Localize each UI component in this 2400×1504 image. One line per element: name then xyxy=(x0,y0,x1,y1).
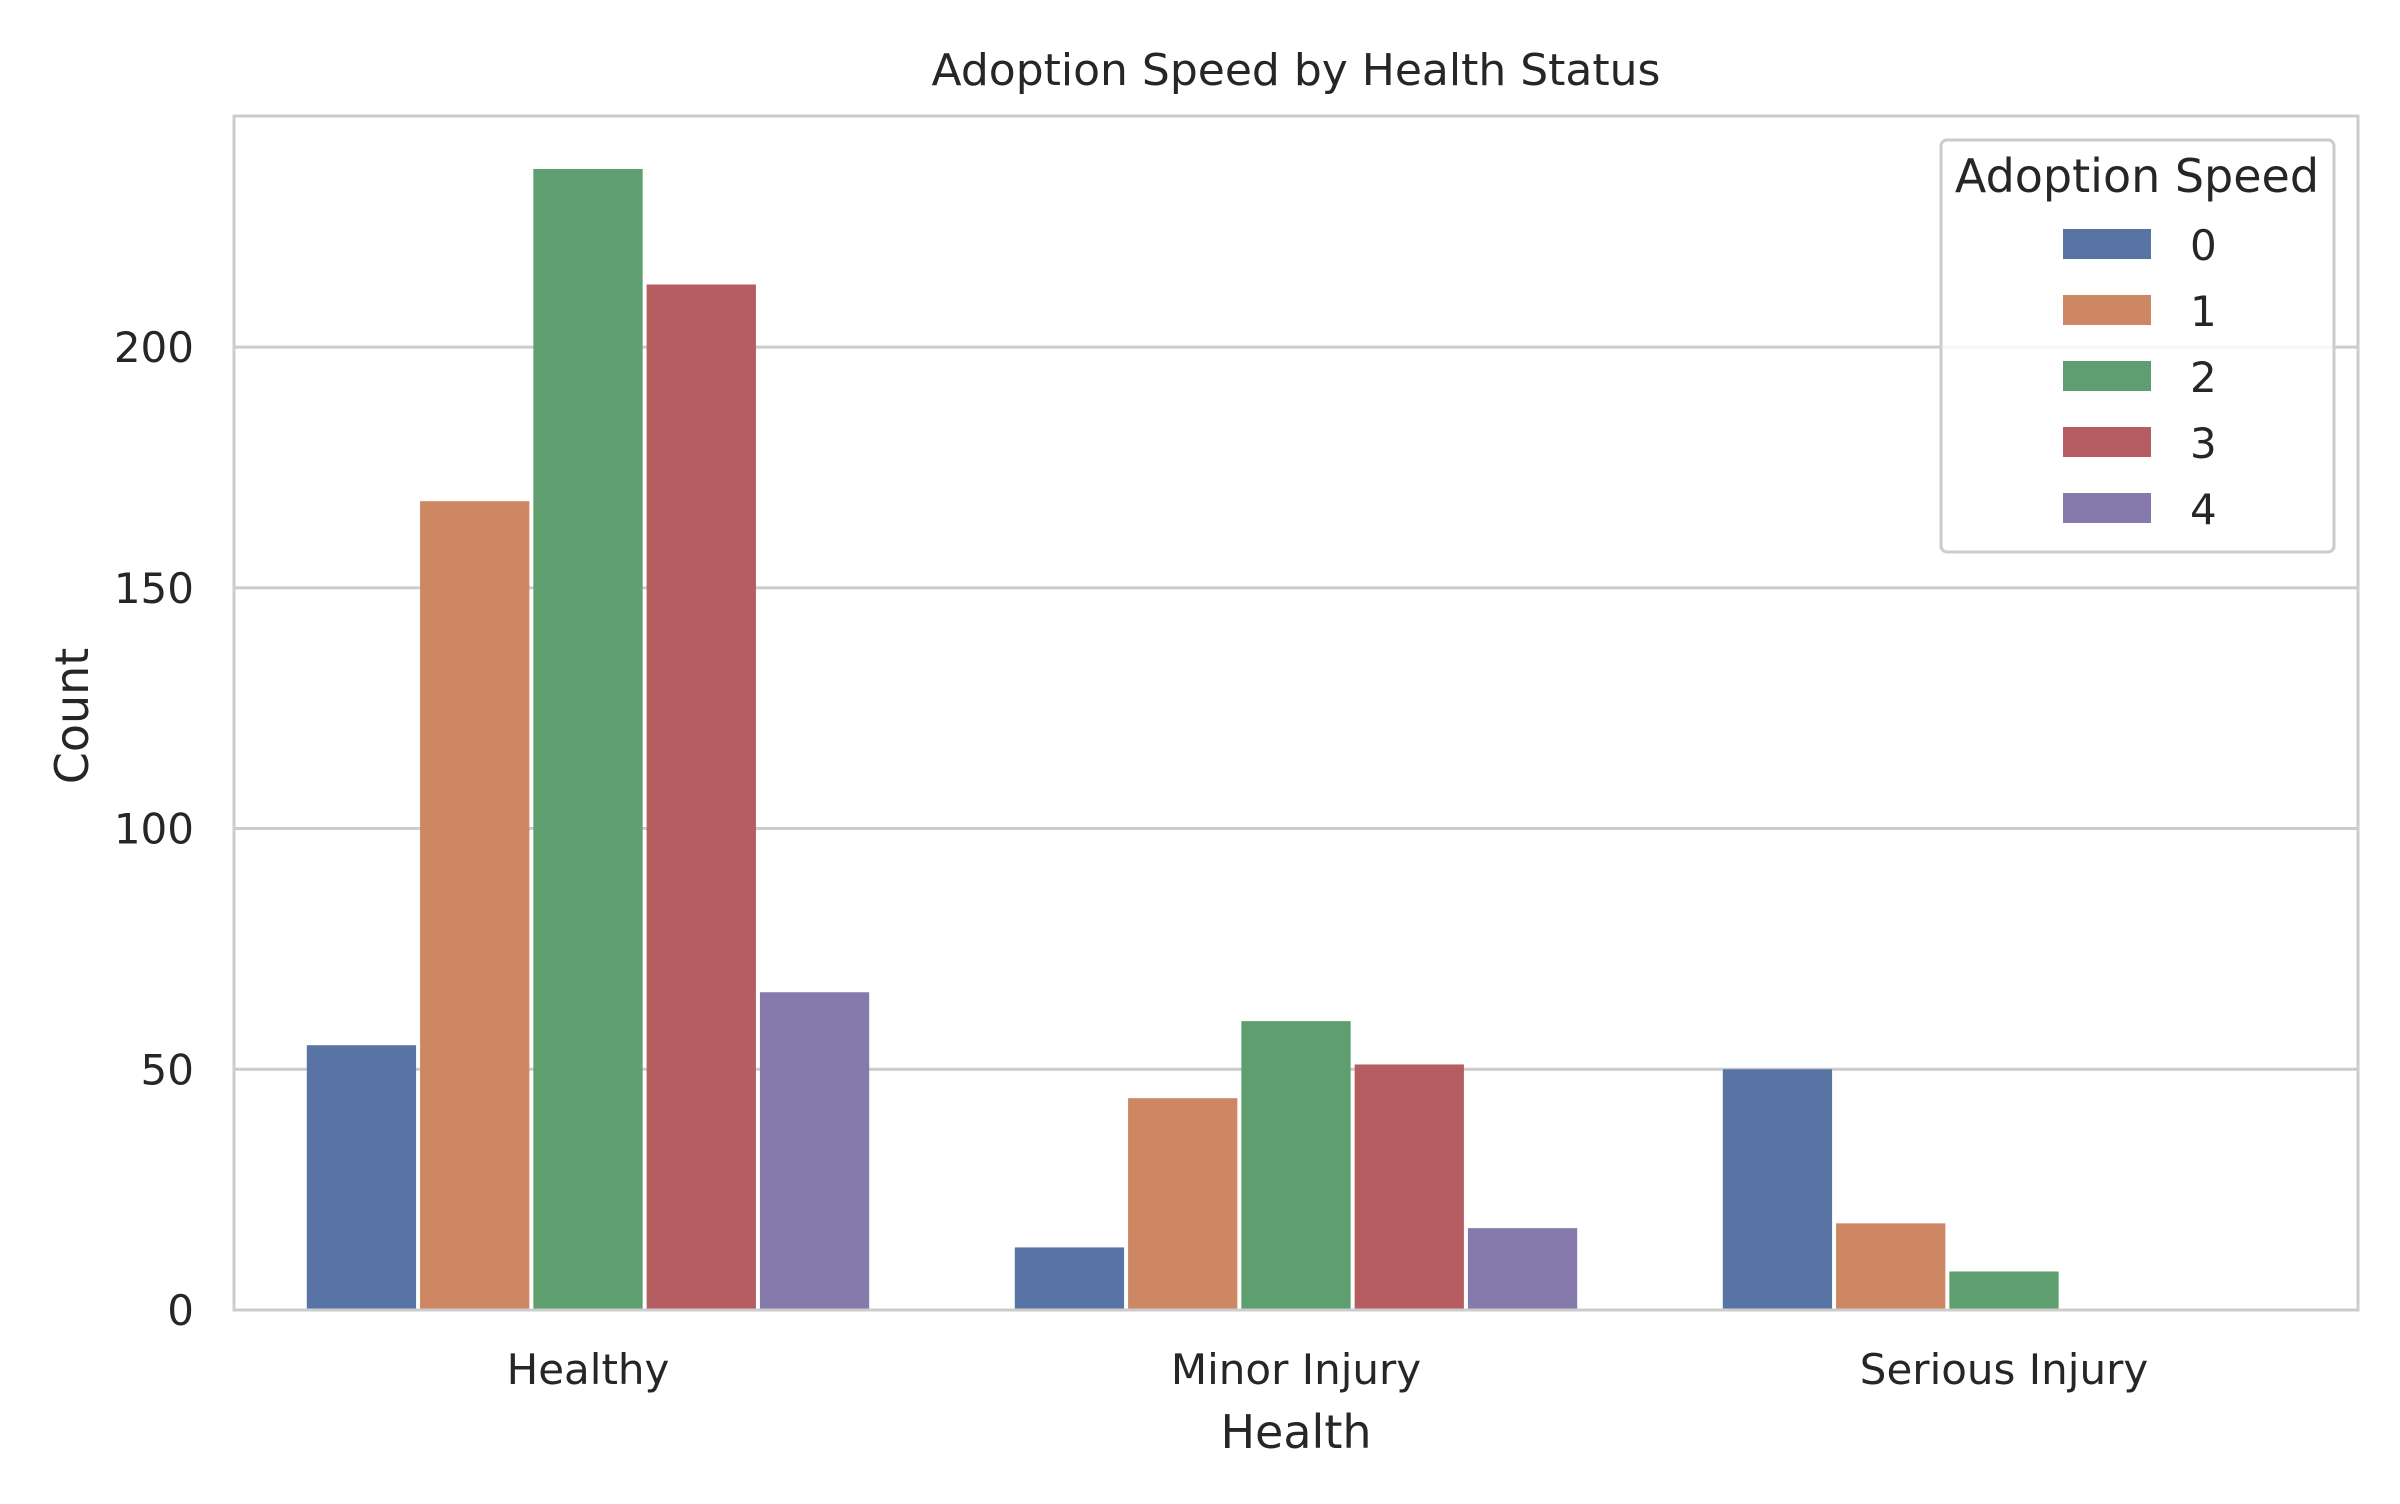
x-tick-label: Minor Injury xyxy=(1171,1345,1421,1394)
y-tick-label: 150 xyxy=(114,564,194,613)
legend-box xyxy=(1939,138,2336,554)
legend-items: 0 1 2 3 4 xyxy=(2063,221,2217,534)
legend-swatch xyxy=(2063,295,2151,325)
legend-label: 4 xyxy=(2190,485,2217,534)
bar-minor-injury-speed-3[interactable] xyxy=(1354,1064,1464,1310)
y-tick-label: 0 xyxy=(167,1286,194,1335)
legend-item-2[interactable]: 2 xyxy=(2063,353,2217,402)
bars xyxy=(306,168,2059,1311)
y-tick-label: 50 xyxy=(141,1045,194,1094)
y-tick-labels: 0 50 100 150 200 xyxy=(114,323,194,1335)
bar-serious-injury-speed-1[interactable] xyxy=(1836,1223,1946,1310)
bar-minor-injury-speed-1[interactable] xyxy=(1128,1098,1238,1310)
x-tick-labels: Healthy Minor Injury Serious Injury xyxy=(507,1345,2149,1394)
bar-healthy-speed-2[interactable] xyxy=(533,168,643,1310)
plot-frame xyxy=(232,114,2360,1312)
y-axis-label: Count xyxy=(45,648,99,785)
bar-serious-injury-speed-0[interactable] xyxy=(1722,1069,1833,1310)
legend-label: 3 xyxy=(2190,419,2217,468)
legend-label: 0 xyxy=(2190,221,2217,270)
x-tick-label: Healthy xyxy=(507,1345,670,1394)
legend-swatch xyxy=(2063,493,2151,523)
bar-minor-injury-speed-0[interactable] xyxy=(1014,1247,1125,1310)
bar-healthy-speed-0[interactable] xyxy=(306,1045,417,1310)
bar-healthy-speed-3[interactable] xyxy=(646,284,756,1310)
legend-title: Adoption Speed xyxy=(1955,149,2319,203)
legend-swatch xyxy=(2063,427,2151,457)
legend-label: 1 xyxy=(2190,287,2217,336)
x-axis-label: Health xyxy=(1220,1405,1371,1459)
y-tick-label: 200 xyxy=(114,323,194,372)
x-tick-label: Serious Injury xyxy=(1860,1345,2148,1394)
legend-item-0[interactable]: 0 xyxy=(2063,221,2217,270)
legend-label: 2 xyxy=(2190,353,2217,402)
y-tick-label: 100 xyxy=(114,805,194,854)
legend-item-1[interactable]: 1 xyxy=(2063,287,2217,336)
legend-swatch xyxy=(2063,229,2151,259)
chart-title: Adoption Speed by Health Status xyxy=(932,45,1661,96)
legend-item-3[interactable]: 3 xyxy=(2063,419,2217,468)
legend-swatch xyxy=(2063,361,2151,391)
bar-minor-injury-speed-2[interactable] xyxy=(1241,1021,1351,1310)
legend-item-4[interactable]: 4 xyxy=(2063,485,2217,534)
bar-healthy-speed-1[interactable] xyxy=(420,501,530,1311)
bar-serious-injury-speed-2[interactable] xyxy=(1949,1271,2059,1310)
legend[interactable]: Adoption Speed 0 1 2 3 4 xyxy=(1939,138,2336,554)
bar-minor-injury-speed-4[interactable] xyxy=(1467,1228,1578,1310)
bar-healthy-speed-4[interactable] xyxy=(759,992,870,1310)
